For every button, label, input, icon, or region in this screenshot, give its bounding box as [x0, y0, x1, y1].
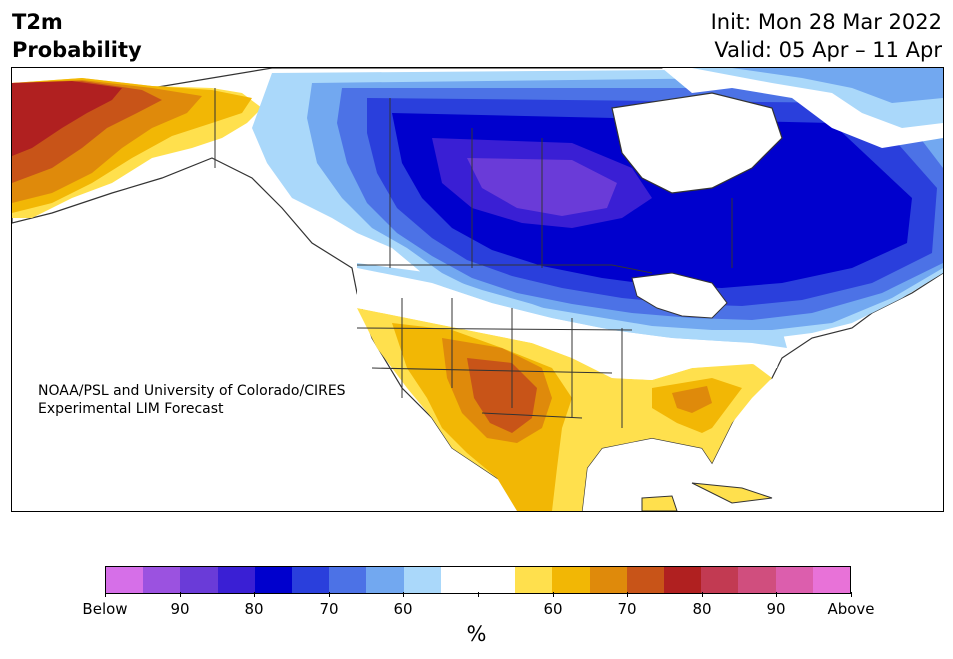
colorbar-segment	[626, 567, 665, 593]
boundaries	[214, 88, 733, 428]
map-canvas	[12, 68, 943, 511]
colorbar	[105, 566, 851, 594]
credit-line-2: Experimental LIM Forecast	[38, 401, 224, 417]
title-variable: T2m	[12, 10, 63, 34]
colorbar-tick	[105, 592, 106, 597]
colorbar-tick-label: Below	[82, 600, 128, 618]
colorbar-segment	[366, 567, 404, 593]
colorbar-tick-label: 80	[244, 600, 264, 618]
colorbar-tick-label: 60	[543, 600, 563, 618]
colorbar-tick-label: 70	[617, 600, 637, 618]
colorbar-segment	[143, 567, 181, 593]
colorbar-tick-label: 70	[319, 600, 339, 618]
colorbar-segment	[701, 567, 739, 593]
map-title: T2m Probability	[12, 8, 142, 64]
colorbar-segment	[738, 567, 776, 593]
colorbar-tick	[180, 592, 181, 597]
hudson-bay	[611, 92, 783, 194]
colorbar-tick-label: 60	[393, 600, 413, 618]
colorbar-tick	[627, 592, 628, 597]
colorbar-tick	[478, 592, 479, 597]
colorbar-ticks: Below 90 80 70 60 60 70 80 90 Above	[82, 592, 875, 622]
init-date: Init: Mon 28 Mar 2022	[710, 10, 942, 34]
colorbar-segment	[589, 567, 627, 593]
colorbar-tick	[851, 592, 852, 597]
colorbar-tick	[776, 592, 777, 597]
colorbar-segment	[812, 567, 851, 593]
colorbar-segment	[106, 567, 144, 593]
colorbar-segment	[664, 567, 702, 593]
colorbar-segment	[440, 567, 479, 593]
colorbar-segment	[254, 567, 293, 593]
colorbar-segment	[292, 567, 330, 593]
colorbar-tick-label: 80	[692, 600, 712, 618]
colorbar-tick	[254, 592, 255, 597]
colorbar-tick-label: 90	[170, 600, 190, 618]
colorbar-segment	[775, 567, 813, 593]
colorbar-segment	[329, 567, 367, 593]
colorbar-segment	[217, 567, 255, 593]
colorbar-segment	[403, 567, 441, 593]
colorbar-segment	[515, 567, 553, 593]
credit-line-1: NOAA/PSL and University of Colorado/CIRE…	[38, 383, 346, 399]
colorbar-tick-label: 90	[766, 600, 786, 618]
great-lakes	[631, 272, 728, 319]
colorbar-unit: %	[466, 622, 487, 646]
colorbar-tick	[329, 592, 330, 597]
colorbar-tick	[702, 592, 703, 597]
colorbar-segment	[478, 567, 516, 593]
valid-range: Valid: 05 Apr – 11 Apr	[714, 38, 942, 62]
colorbar-tick	[403, 592, 404, 597]
forecast-dates: Init: Mon 28 Mar 2022 Valid: 05 Apr – 11…	[711, 8, 942, 64]
probability-map	[11, 67, 944, 512]
colorbar-segment	[180, 567, 218, 593]
colorbar-tick-label: Above	[827, 600, 875, 618]
colorbar-tick	[553, 592, 554, 597]
title-kind: Probability	[12, 38, 142, 62]
credit-text: NOAA/PSL and University of Colorado/CIRE…	[38, 382, 346, 418]
colorbar-segment	[552, 567, 590, 593]
